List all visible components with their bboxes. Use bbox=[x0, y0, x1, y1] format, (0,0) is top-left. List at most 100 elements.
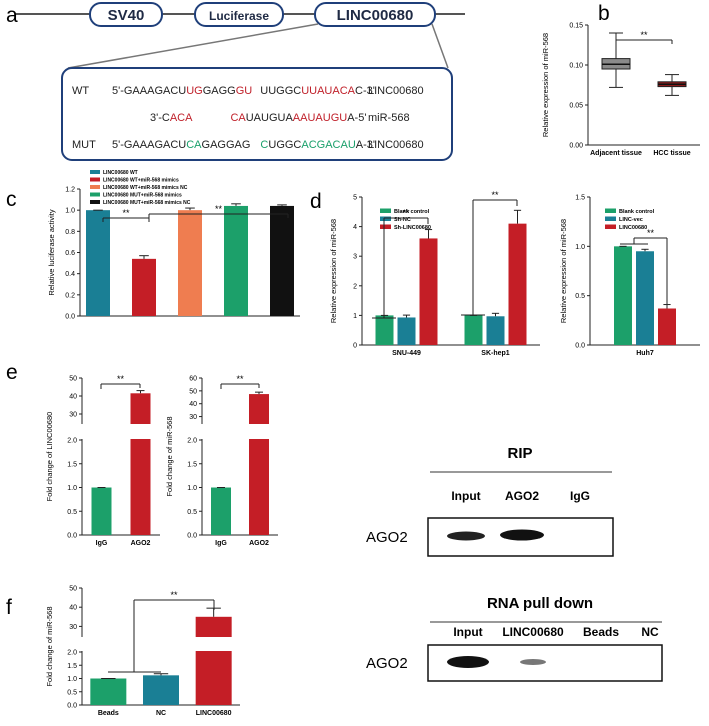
significance: ** bbox=[647, 228, 655, 238]
lane-label: Input bbox=[451, 489, 480, 503]
y-tick-label: 0.00 bbox=[569, 143, 583, 150]
panel-label: e bbox=[6, 361, 18, 384]
sequence-segment: GU bbox=[236, 85, 253, 97]
y-tick-label: 0.05 bbox=[569, 103, 583, 110]
blot-row-label: AGO2 bbox=[366, 529, 408, 546]
legend-swatch bbox=[605, 216, 616, 221]
y-tick-label: 30 bbox=[69, 412, 77, 419]
legend-label: LINC00680 WT bbox=[103, 170, 138, 176]
sequence-segment: UUAUACA bbox=[301, 85, 355, 97]
y-tick-label: 1.5 bbox=[67, 461, 77, 468]
legend-label: LINC00680 WT+miR-568 mimics NC bbox=[103, 185, 188, 191]
bar bbox=[195, 616, 232, 705]
plasmid-box bbox=[194, 2, 284, 27]
significance: ** bbox=[170, 590, 178, 600]
sequence: 3'-CACA CAUAUGUAAAUAUGUA-5' bbox=[150, 112, 366, 124]
bar bbox=[419, 238, 438, 345]
y-tick-label: 0.0 bbox=[67, 703, 77, 710]
legend-swatch bbox=[605, 208, 616, 213]
sequence: 5'-GAAAGACUCAGAGGAG CUGGCACGACAUA-3' bbox=[112, 139, 375, 151]
legend-label: Blank control bbox=[394, 209, 430, 215]
bar bbox=[397, 317, 416, 345]
row-label: LINC00680 bbox=[368, 85, 424, 97]
sequence-segment: UUGGC bbox=[260, 85, 301, 97]
y-tick-label: 30 bbox=[69, 624, 77, 631]
blot-title: RIP bbox=[507, 445, 532, 462]
panel-label: d bbox=[310, 190, 322, 213]
sequence-segment: ACGACAU bbox=[301, 139, 355, 151]
y-tick-label: 0.5 bbox=[67, 509, 77, 516]
y-tick-label: 40 bbox=[69, 605, 77, 612]
axis-break bbox=[198, 424, 280, 439]
legend-label: Sh-NC bbox=[394, 217, 411, 223]
y-tick-label: 50 bbox=[69, 376, 77, 383]
row-label: miR-568 bbox=[368, 112, 410, 124]
legend-label: LINC00680 bbox=[619, 225, 647, 231]
y-tick-label: 0.8 bbox=[65, 229, 75, 236]
y-tick-label: 0.0 bbox=[187, 533, 197, 540]
axis-break bbox=[78, 637, 242, 651]
y-tick-label: 0.5 bbox=[187, 509, 197, 516]
blot-title: RNA pull down bbox=[487, 595, 593, 612]
lane-label: NC bbox=[641, 625, 659, 639]
sequence-segment: C-3' bbox=[355, 85, 375, 97]
lane-label: Input bbox=[453, 625, 482, 639]
x-tick-label: IgG bbox=[96, 540, 108, 547]
x-tick-label: Huh7 bbox=[636, 350, 654, 357]
y-tick-label: 0.5 bbox=[575, 293, 585, 300]
x-tick-label: LINC00680 bbox=[196, 710, 232, 717]
y-tick-label: 40 bbox=[189, 401, 197, 408]
lane-label: IgG bbox=[570, 489, 590, 503]
sequence-segment: 5'-GAAAGACU bbox=[112, 85, 186, 97]
y-tick-label: 1.5 bbox=[67, 663, 77, 670]
x-tick-label: Beads bbox=[98, 710, 119, 717]
legend-label: Sh-LINC00680 bbox=[394, 225, 431, 231]
blot-band bbox=[500, 529, 544, 541]
bar bbox=[86, 210, 110, 316]
legend-label: LINC00680 WT+miR-568 mimics bbox=[103, 178, 179, 184]
y-tick-label: 50 bbox=[69, 586, 77, 593]
bar bbox=[211, 487, 231, 535]
y-tick-label: 3 bbox=[353, 254, 357, 261]
significance: ** bbox=[402, 208, 410, 218]
significance: ** bbox=[640, 30, 648, 40]
blot-band bbox=[520, 659, 546, 665]
panel-label: c bbox=[6, 188, 17, 211]
y-axis-label: Relative expression of miR-568 bbox=[541, 33, 550, 137]
legend-swatch bbox=[90, 192, 100, 197]
row-label: LINC00680 bbox=[368, 139, 424, 151]
y-tick-label: 1.0 bbox=[65, 208, 75, 215]
significance: ** bbox=[117, 374, 125, 384]
y-tick-label: 1.0 bbox=[67, 485, 77, 492]
sequence: 5'-GAAAGACUUGGAGGGU UUGGCUUAUACAC-3' bbox=[112, 85, 375, 97]
bar bbox=[178, 210, 202, 316]
plasmid-label: LINC00680 bbox=[337, 7, 414, 24]
y-tick-label: 0.2 bbox=[65, 292, 75, 299]
legend-swatch bbox=[90, 185, 100, 189]
y-tick-label: 40 bbox=[69, 394, 77, 401]
lane-label: Beads bbox=[583, 625, 619, 639]
x-tick-label: IgG bbox=[215, 540, 227, 547]
bar bbox=[486, 316, 505, 345]
blot-band bbox=[447, 531, 485, 541]
y-tick-label: 2.0 bbox=[67, 650, 77, 657]
significance: ** bbox=[215, 204, 223, 214]
y-tick-label: 2.0 bbox=[67, 438, 77, 445]
y-axis-label: Fold change of miR-568 bbox=[45, 606, 54, 686]
y-axis-label: Fold change of miR-568 bbox=[165, 416, 174, 496]
bar bbox=[508, 223, 527, 345]
bar bbox=[143, 675, 179, 705]
plasmid-box bbox=[89, 2, 163, 27]
y-tick-label: 1.5 bbox=[187, 461, 197, 468]
legend-swatch bbox=[90, 177, 100, 182]
blot-row-label: AGO2 bbox=[366, 655, 408, 672]
y-tick-label: 0.6 bbox=[65, 250, 75, 257]
sequence-segment: 5'-GAAAGACU bbox=[112, 139, 186, 151]
bar bbox=[658, 308, 676, 345]
significance: ** bbox=[236, 374, 244, 384]
panel-label: b bbox=[598, 2, 610, 25]
zoom-line bbox=[67, 23, 319, 69]
bar bbox=[132, 258, 156, 316]
y-tick-label: 5 bbox=[353, 195, 357, 202]
